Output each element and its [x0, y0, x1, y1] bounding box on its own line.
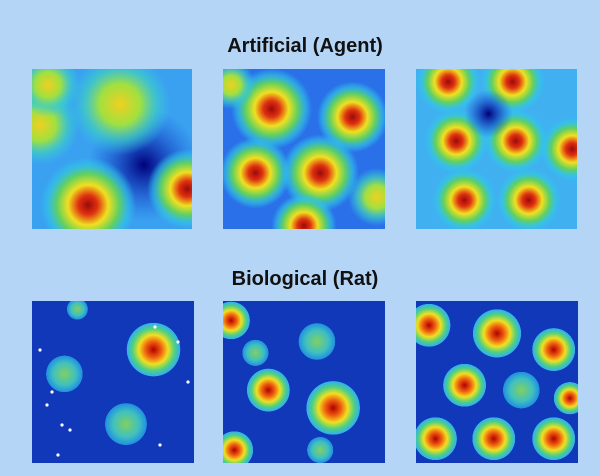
heatmap-blob: [416, 69, 481, 114]
trajectory-dot: [38, 348, 42, 352]
heatmap-blob: [438, 359, 491, 412]
section-title: Biological (Rat): [232, 268, 379, 290]
heatmap-blob: [527, 323, 578, 376]
heatmap-blob: [304, 433, 337, 463]
heatmap: [223, 69, 385, 229]
trajectory-dot: [45, 403, 49, 407]
heatmap-blob: [539, 116, 577, 182]
heatmap-blob: [271, 193, 337, 229]
heatmap-blob: [467, 412, 520, 463]
heatmap-blob: [239, 336, 272, 370]
heatmap-blob: [40, 157, 136, 229]
heatmap-blob: [223, 69, 256, 110]
section-title: Artificial (Agent): [227, 35, 383, 57]
heatmap-blob: [316, 81, 385, 153]
heatmap-blob: [347, 167, 385, 227]
heatmap: [32, 69, 192, 229]
heatmap-blob: [64, 301, 91, 323]
heatmap-blob: [281, 134, 360, 212]
trajectory-dot: [50, 390, 54, 394]
heatmap: [416, 301, 578, 463]
trajectory-dot: [60, 423, 64, 427]
trajectory-dot: [158, 443, 162, 447]
trajectory-dot: [186, 380, 190, 384]
heatmap-blob: [467, 304, 527, 363]
heatmap-blob: [550, 378, 578, 418]
heatmap-blob: [300, 375, 366, 441]
heatmap-blob: [68, 69, 172, 156]
heatmap-blob: [223, 301, 254, 344]
heatmap-blob: [294, 318, 340, 365]
heatmap-blob: [527, 412, 578, 463]
heatmap-blob: [242, 364, 295, 417]
heatmap-blob: [147, 149, 192, 229]
heatmap: [416, 69, 577, 229]
trajectory-dot: [68, 428, 72, 432]
heatmap-blob: [416, 412, 462, 463]
heatmap-blob: [496, 168, 561, 229]
heatmap-blob: [121, 317, 186, 382]
heatmap-blob: [223, 137, 292, 209]
heatmap-blob: [41, 351, 88, 397]
heatmap-blob: [432, 168, 497, 229]
heatmap-blob: [464, 89, 513, 138]
heatmap-blob: [32, 69, 80, 117]
heatmap: [223, 301, 385, 463]
trajectory-dot: [56, 453, 60, 457]
heatmap-blob: [100, 398, 152, 451]
trajectory-dot: [176, 340, 180, 344]
heatmap-blob: [223, 427, 258, 463]
trajectory-dot: [153, 325, 157, 329]
heatmap-blob: [416, 301, 455, 352]
heatmap-blob: [498, 367, 544, 413]
heatmap: [32, 301, 194, 463]
